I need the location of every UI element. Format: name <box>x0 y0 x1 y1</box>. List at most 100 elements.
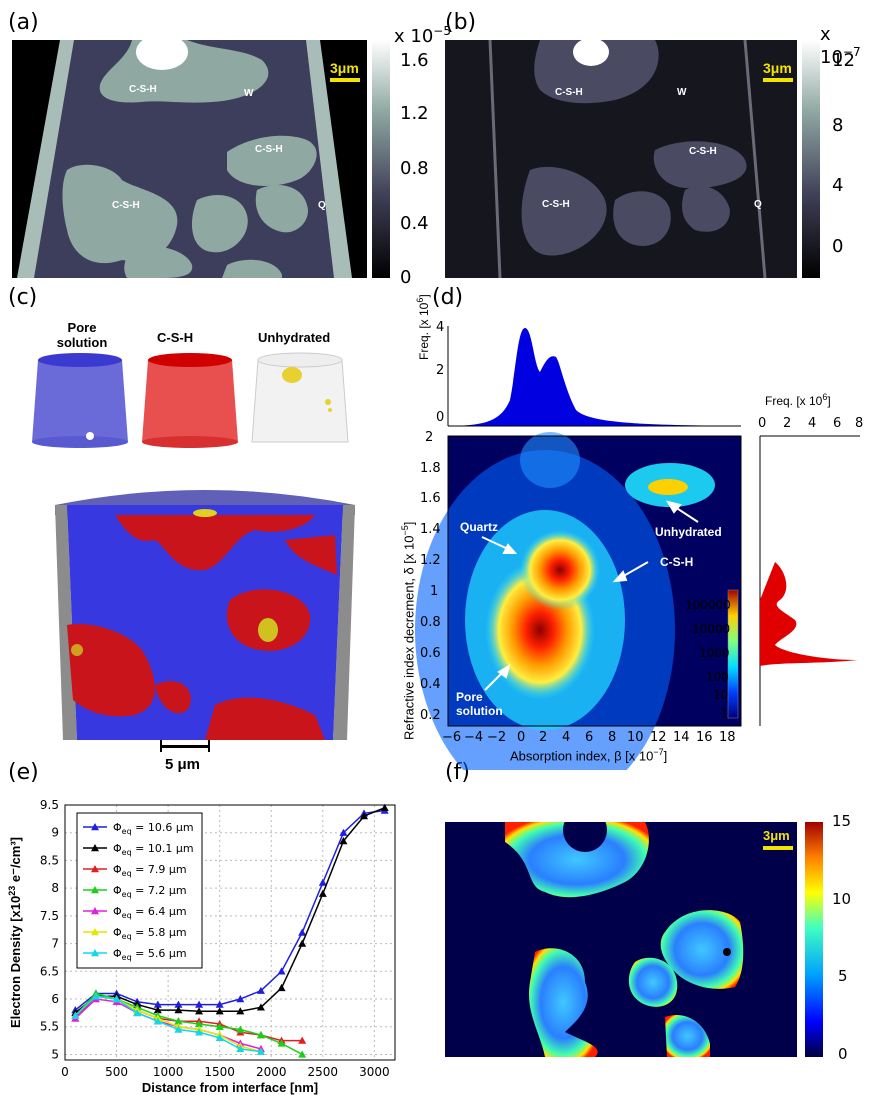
y-tick: 2 <box>436 363 445 378</box>
data-point <box>256 1047 265 1055</box>
legend-marker <box>91 907 99 915</box>
main-ylabel: Refractive index decrement, δ [x 10−5] <box>400 521 417 740</box>
y-tick-label: 7.5 <box>40 909 59 923</box>
x-tick-label: 3000 <box>359 1065 390 1079</box>
data-point <box>215 1033 224 1042</box>
data-point <box>112 995 121 1003</box>
series-line <box>74 992 303 1056</box>
segmented-3d-slice <box>55 490 355 740</box>
data-point <box>256 986 265 994</box>
label-csh: C-S-H <box>689 146 717 157</box>
scale-bar-label: 3μm <box>763 60 792 76</box>
data-point <box>256 1031 265 1039</box>
data-point <box>298 1050 307 1058</box>
annotation-unhydrated: Unhydrated <box>655 525 722 539</box>
x-tick: 4 <box>808 416 817 431</box>
absorption-tomogram-slice <box>445 38 797 279</box>
series-line <box>74 995 303 1042</box>
data-point <box>215 1022 224 1030</box>
data-point <box>215 1000 224 1008</box>
y-tick: 0.8 <box>420 615 441 630</box>
annotation-quartz: Quartz <box>460 520 499 534</box>
x-tick-label: 2000 <box>256 1065 287 1079</box>
legend-marker <box>91 823 99 831</box>
y-tick-label: 6.5 <box>40 964 59 978</box>
colorbar-tick: 0 <box>832 236 844 257</box>
data-point <box>236 1025 245 1033</box>
annotation-arrows <box>481 500 699 691</box>
plot-frame <box>64 804 396 1061</box>
data-point <box>318 889 327 897</box>
y-tick: 0.2 <box>420 708 441 723</box>
x-tick-label: 2500 <box>308 1065 339 1079</box>
scale-bar <box>763 78 793 82</box>
unhydrated-cylinder <box>251 352 349 443</box>
colorbar-tick: 10000 <box>692 622 731 636</box>
y-tick: 1.2 <box>420 553 441 568</box>
data-point <box>298 1036 307 1044</box>
y-tick: 1.8 <box>420 461 441 476</box>
data-point <box>277 1039 286 1047</box>
colorbar-tick: 1000 <box>699 646 730 660</box>
data-point <box>153 1006 162 1014</box>
legend-entry: Φeq = 5.8 μm <box>113 926 187 941</box>
label-un: UN <box>146 50 161 61</box>
data-point <box>195 1019 204 1028</box>
main-xlabel: Absorption index, β [x 10−7] <box>510 747 668 764</box>
x-tick: 6 <box>585 730 594 745</box>
scale-bar <box>160 745 210 748</box>
data-point <box>380 803 389 811</box>
data-point <box>195 1000 204 1008</box>
data-point <box>236 1044 245 1053</box>
x-axis-label: Distance from interface [nm] <box>142 1080 318 1095</box>
legend-entry: Φeq = 7.2 μm <box>113 884 187 899</box>
panel-label-c: (c) <box>8 285 38 310</box>
scale-bar <box>330 78 360 82</box>
y-tick: 1 <box>430 584 439 599</box>
colorbar-tick: 100000 <box>685 598 731 612</box>
phase-contrast-tomogram-slice <box>12 34 367 278</box>
y-tick-label: 9.5 <box>40 798 59 812</box>
data-point <box>236 1007 245 1015</box>
y-tick: 1.4 <box>420 522 441 537</box>
segmented-phase-cylinders <box>32 352 349 448</box>
pore-solution-cylinder <box>32 353 128 448</box>
x-tick: 14 <box>673 730 690 745</box>
x-tick-label: 500 <box>105 1065 128 1079</box>
panel-label-b: (b) <box>445 10 477 35</box>
colorbar-tick: 5 <box>838 967 848 985</box>
data-point <box>174 1000 183 1008</box>
x-tick: 8 <box>855 416 864 431</box>
label-csh: C-S-H <box>112 200 140 211</box>
legend-marker <box>91 949 99 957</box>
panel-label-a: (a) <box>8 10 39 35</box>
y-tick: 2 <box>425 430 434 445</box>
x-tick: −4 <box>464 730 484 745</box>
label-water: W <box>244 88 254 99</box>
label-csh: C-S-H <box>555 87 583 98</box>
series-line <box>74 998 262 1050</box>
series-line <box>74 995 262 1053</box>
y-tick: 1.6 <box>420 491 441 506</box>
colorbar-tick: 0.4 <box>400 213 429 234</box>
data-point <box>153 1017 162 1025</box>
right-histogram-xlabel: Freq. [x 106] <box>765 392 831 408</box>
colorbar-tick: 4 <box>832 175 844 196</box>
annotation-pore-solution: Pore solution <box>456 690 503 718</box>
panel-label-e: (e) <box>8 760 39 785</box>
scale-bar-label: 3μm <box>330 60 359 76</box>
label-un: UN <box>581 52 596 63</box>
data-point <box>133 1008 142 1017</box>
label-csh: C-S-H <box>542 199 570 210</box>
electron-density-map <box>505 808 744 1057</box>
scale-bar-label: 3μm <box>763 828 790 843</box>
label-unhydrated: Unhydrated <box>258 330 331 345</box>
x-tick-label: 1000 <box>153 1065 184 1079</box>
top-histogram-ylabel: Freq. [x 106] <box>415 294 431 360</box>
x-tick: 2 <box>539 730 548 745</box>
colorbar-multiplier: x 10−5 <box>394 24 451 47</box>
y-tick-label: 8.5 <box>40 853 59 867</box>
y-tick-label: 8 <box>51 881 59 895</box>
legend-marker <box>91 928 99 936</box>
legend-marker <box>91 844 99 852</box>
